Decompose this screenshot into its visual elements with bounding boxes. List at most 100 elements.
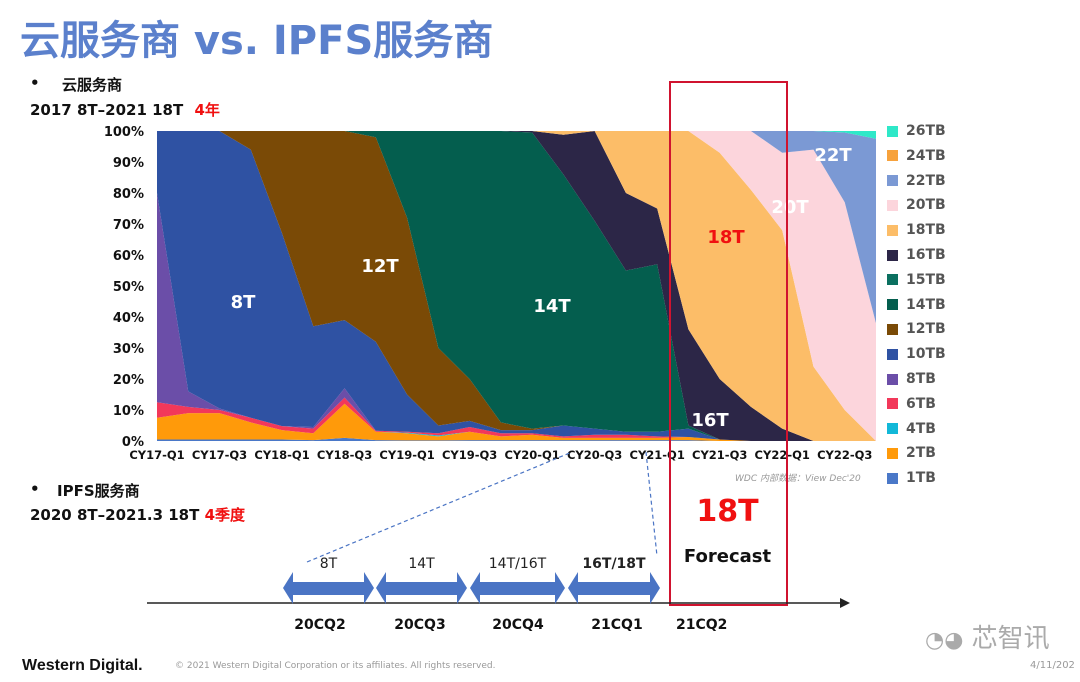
legend-label: 18TB xyxy=(906,222,946,239)
legend-item: 2TB xyxy=(887,445,936,461)
area-series-6tb xyxy=(157,397,876,441)
area-series-20tb xyxy=(157,131,876,441)
legend-swatch xyxy=(887,472,898,484)
double-arrow-icon xyxy=(283,572,374,604)
timeline-quarter-label: 21CQ1 xyxy=(591,617,643,633)
legend-label: 20TB xyxy=(906,197,946,214)
y-tick-label: 70% xyxy=(113,218,144,233)
legend-swatch xyxy=(887,323,898,335)
legend-item: 4TB xyxy=(887,421,936,437)
timeline-segment-label: 14T/16T xyxy=(488,556,547,572)
forecast-capacity: 18T xyxy=(696,494,759,529)
legend-item: 14TB xyxy=(887,297,946,313)
legend-item: 24TB xyxy=(887,148,946,164)
area-annotation: 12T xyxy=(361,256,399,277)
timeline-segment-label: 16T/18T xyxy=(582,556,646,572)
legend-label: 15TB xyxy=(906,271,946,288)
legend-swatch xyxy=(887,150,898,162)
double-arrow-icon xyxy=(470,572,565,604)
cloud-duration: 4年 xyxy=(194,101,220,119)
area-annotation: 14T xyxy=(533,296,571,317)
x-tick-label: CY17-Q1 xyxy=(129,448,184,462)
area-series-10tb xyxy=(157,131,876,441)
footer-copyright: © 2021 Western Digital Corporation or it… xyxy=(175,661,496,671)
legend-label: 10TB xyxy=(906,346,946,363)
legend-item: 18TB xyxy=(887,222,946,238)
area-annotation: 20T xyxy=(771,197,809,218)
x-tick-label: CY20-Q1 xyxy=(504,448,559,462)
timeline-quarter-label: 20CQ4 xyxy=(492,617,544,633)
legend-swatch xyxy=(887,199,898,211)
legend-label: 8TB xyxy=(906,371,936,387)
y-tick-label: 40% xyxy=(113,311,144,326)
legend-item: 20TB xyxy=(887,197,946,213)
x-tick-label: CY21-Q1 xyxy=(630,448,685,462)
legend-label: 26TB xyxy=(906,123,946,139)
footer-date: 4/11/202 xyxy=(1030,660,1075,671)
cloud-summary-text: 2017 8T–2021 18T xyxy=(30,101,184,119)
forecast-label: Forecast xyxy=(683,546,772,567)
legend-swatch xyxy=(887,348,898,360)
ipfs-summary-text: 2020 8T–2021.3 18T xyxy=(30,506,200,524)
legend-item: 12TB xyxy=(887,321,946,337)
y-tick-label: 100% xyxy=(104,125,144,140)
source-note: WDC 内部数据：View Dec'20 xyxy=(735,474,861,484)
legend-swatch xyxy=(887,299,898,311)
legend-item: 1TB xyxy=(887,470,936,486)
wechat-watermark: ◔◕ 芯智讯 xyxy=(925,624,1050,654)
x-tick-label: CY19-Q3 xyxy=(442,448,497,462)
x-tick-label: CY17-Q3 xyxy=(192,448,247,462)
x-tick-label: CY22-Q3 xyxy=(817,448,872,462)
legend-swatch xyxy=(887,175,898,187)
x-tick-label: CY21-Q3 xyxy=(692,448,747,462)
legend-item: 6TB xyxy=(887,396,936,412)
double-arrow-icon xyxy=(568,572,660,604)
legend-swatch xyxy=(887,224,898,236)
forecast-quarter: 21CQ2 xyxy=(676,617,728,633)
legend-label: 24TB xyxy=(906,147,946,164)
dashed-connector xyxy=(306,451,573,563)
area-series-12tb xyxy=(157,131,876,441)
timeline-quarter-label: 20CQ2 xyxy=(294,617,346,633)
legend-item: 26TB xyxy=(887,123,946,139)
bullet-marker: • xyxy=(30,74,40,92)
forecast-highlight-box xyxy=(669,81,788,606)
area-annotation: 16T xyxy=(691,410,729,431)
legend-swatch xyxy=(887,125,898,137)
area-series-14tb xyxy=(157,131,876,441)
area-annotation: 8T xyxy=(231,292,257,313)
x-tick-label: CY19-Q1 xyxy=(379,448,434,462)
area-annotation: 18T xyxy=(707,227,745,248)
western-digital-logo: Western Digital. xyxy=(22,657,143,674)
legend-item: 16TB xyxy=(887,247,946,263)
area-series-16tb xyxy=(157,131,876,441)
y-tick-label: 30% xyxy=(113,342,144,357)
legend-label: 1TB xyxy=(906,470,936,487)
timeline-arrowhead-icon xyxy=(840,598,850,608)
legend-swatch xyxy=(887,423,898,435)
legend-item: 15TB xyxy=(887,272,946,288)
y-tick-label: 80% xyxy=(113,187,144,202)
legend-swatch xyxy=(887,447,898,459)
x-tick-label: CY18-Q3 xyxy=(317,448,372,462)
ipfs-heading: IPFS服务商 xyxy=(57,482,140,500)
legend-swatch xyxy=(887,274,898,286)
cloud-heading: 云服务商 xyxy=(62,76,123,94)
timeline-quarter-label: 20CQ3 xyxy=(394,617,446,633)
slide-title: 云服务商 vs. IPFS服务商 xyxy=(20,18,494,64)
y-tick-label: 50% xyxy=(113,280,144,295)
legend-label: 12TB xyxy=(906,321,946,338)
y-tick-label: 90% xyxy=(113,156,144,171)
legend-swatch xyxy=(887,249,898,261)
timeline-segment-label: 8T xyxy=(319,556,338,572)
dashed-connector xyxy=(645,451,658,557)
legend-label: 2TB xyxy=(906,445,936,462)
x-tick-label: CY22-Q1 xyxy=(755,448,810,462)
legend-item: 8TB xyxy=(887,371,936,387)
legend-swatch xyxy=(887,373,898,385)
y-tick-label: 10% xyxy=(113,404,144,419)
ipfs-summary: 2020 8T–2021.3 18T 4季度 xyxy=(30,504,245,525)
cloud-summary: 2017 8T–2021 18T 4年 xyxy=(30,99,220,120)
